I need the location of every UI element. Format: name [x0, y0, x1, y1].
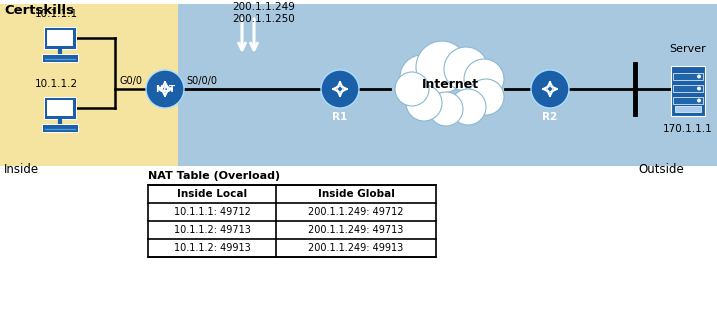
Text: 200.1.1.249: 200.1.1.249	[232, 2, 295, 12]
Text: 200.1.1.249: 49712: 200.1.1.249: 49712	[308, 207, 404, 217]
Text: NAT Table (Overload): NAT Table (Overload)	[148, 171, 280, 181]
Text: Certskills: Certskills	[4, 4, 74, 17]
Bar	[673, 85, 703, 92]
Circle shape	[400, 55, 444, 99]
Bar	[671, 66, 705, 116]
Circle shape	[395, 72, 429, 106]
Circle shape	[697, 99, 701, 102]
Bar	[42, 124, 78, 132]
Circle shape	[468, 79, 504, 115]
Text: 10.1.1.1: 10.1.1.1	[35, 9, 78, 19]
Text: 10.1.1.2: 49913: 10.1.1.2: 49913	[174, 243, 250, 253]
Bar	[675, 106, 701, 112]
Circle shape	[697, 74, 701, 78]
Text: 200.1.1.250: 200.1.1.250	[232, 14, 295, 24]
Circle shape	[464, 59, 504, 99]
Bar	[44, 27, 76, 49]
Circle shape	[321, 70, 359, 108]
Text: 10.1.1.1: 49712: 10.1.1.1: 49712	[174, 207, 250, 217]
Text: 170.1.1.1: 170.1.1.1	[663, 124, 713, 134]
Circle shape	[146, 70, 184, 108]
Bar	[44, 97, 76, 119]
Text: G0/0: G0/0	[120, 76, 143, 86]
Circle shape	[429, 92, 463, 126]
Circle shape	[416, 41, 468, 93]
Circle shape	[531, 70, 569, 108]
Text: Internet: Internet	[422, 78, 478, 90]
Bar	[42, 54, 78, 62]
Bar	[673, 97, 703, 104]
Bar	[47, 100, 73, 116]
Text: NAT: NAT	[155, 84, 175, 94]
Bar	[0, 4, 178, 166]
Text: Inside: Inside	[4, 163, 39, 176]
Bar	[178, 4, 717, 166]
Circle shape	[406, 85, 442, 121]
Circle shape	[697, 86, 701, 90]
Text: Inside Global: Inside Global	[318, 189, 394, 199]
Bar	[148, 185, 436, 257]
Text: 200.1.1.249: 49913: 200.1.1.249: 49913	[308, 243, 404, 253]
Text: 200.1.1.249: 49713: 200.1.1.249: 49713	[308, 225, 404, 235]
Text: Outside: Outside	[638, 163, 684, 176]
Bar	[673, 73, 703, 80]
Text: 10.1.1.2: 49713: 10.1.1.2: 49713	[174, 225, 250, 235]
Text: R2: R2	[542, 112, 558, 122]
Text: R1: R1	[333, 112, 348, 122]
Text: Server: Server	[670, 44, 706, 54]
Text: 10.1.1.2: 10.1.1.2	[35, 79, 78, 89]
Text: Inside Local: Inside Local	[177, 189, 247, 199]
Bar	[47, 30, 73, 46]
Circle shape	[444, 47, 488, 91]
Text: S0/0/0: S0/0/0	[186, 76, 217, 86]
Circle shape	[450, 89, 486, 125]
